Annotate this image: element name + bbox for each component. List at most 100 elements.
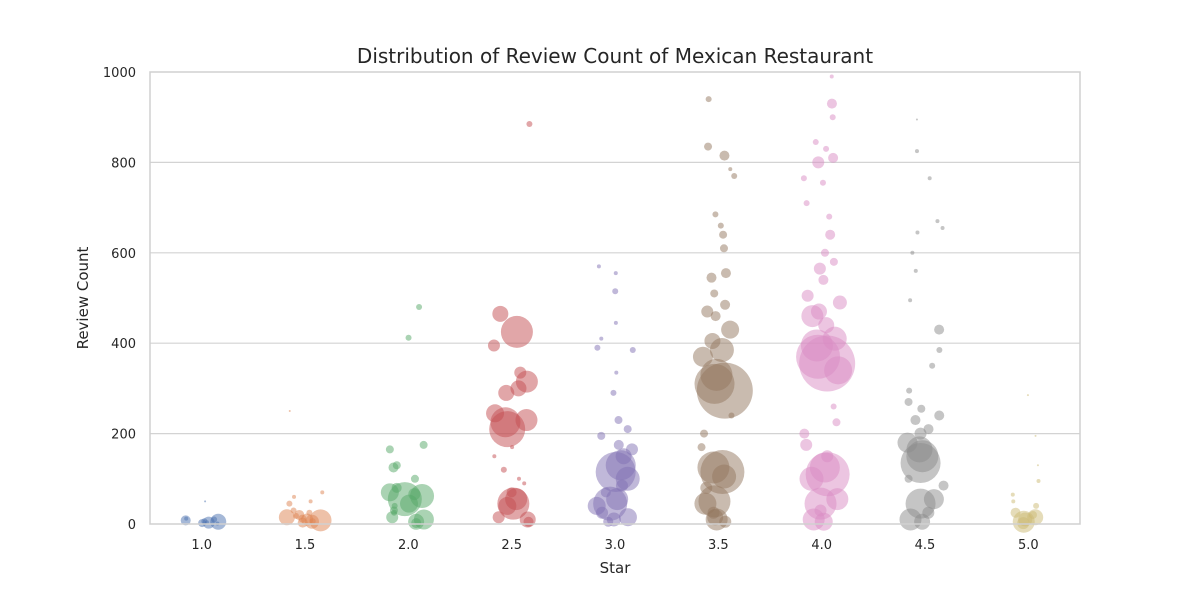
data-point	[613, 320, 618, 325]
data-point	[292, 512, 299, 519]
data-point	[510, 380, 527, 397]
y-tick-label: 1000	[103, 66, 136, 81]
data-point	[830, 403, 837, 410]
data-point	[408, 488, 421, 501]
data-point	[818, 274, 829, 285]
data-point	[829, 257, 838, 266]
data-point	[710, 311, 721, 322]
data-point	[410, 474, 419, 483]
data-point	[292, 494, 297, 499]
data-point	[707, 506, 720, 519]
data-point	[731, 172, 738, 179]
data-point	[612, 288, 619, 295]
data-point	[814, 512, 833, 531]
data-point	[1036, 464, 1039, 467]
data-point	[290, 507, 297, 514]
data-point	[826, 98, 837, 109]
data-point	[692, 346, 713, 367]
data-point	[829, 74, 834, 79]
y-axis-label: Review Count	[74, 246, 92, 349]
data-point	[719, 230, 728, 239]
data-point	[615, 479, 628, 492]
data-point	[935, 219, 940, 224]
data-point	[719, 515, 732, 528]
data-point	[915, 118, 918, 121]
data-point	[306, 509, 313, 516]
data-point	[728, 167, 733, 172]
data-point	[719, 150, 730, 161]
data-point	[405, 334, 412, 341]
data-point	[728, 412, 735, 419]
data-point	[819, 179, 826, 186]
data-point	[927, 176, 932, 181]
data-point	[515, 409, 538, 432]
data-point	[701, 305, 714, 318]
data-point	[720, 299, 731, 310]
data-point	[697, 443, 706, 452]
data-point	[288, 410, 291, 412]
x-tick-label: 1.0	[191, 538, 212, 553]
data-point	[929, 362, 936, 369]
data-point	[391, 502, 398, 509]
data-point	[923, 424, 934, 435]
data-point	[1010, 507, 1021, 518]
data-point	[706, 272, 717, 283]
data-point	[799, 466, 824, 491]
data-point	[184, 516, 189, 521]
data-point	[613, 439, 624, 450]
x-tick-label: 4.5	[915, 538, 936, 553]
data-point	[1033, 502, 1040, 509]
data-point	[910, 415, 921, 426]
data-point	[700, 358, 733, 391]
data-point	[936, 346, 943, 353]
data-point	[486, 404, 505, 423]
data-point	[1010, 492, 1015, 497]
data-point	[1028, 510, 1037, 519]
data-point	[910, 250, 915, 255]
data-point	[610, 389, 617, 396]
data-point	[914, 149, 919, 154]
data-point	[824, 356, 853, 385]
data-point	[1026, 394, 1029, 397]
data-point	[917, 404, 926, 413]
data-point	[704, 332, 721, 349]
data-point	[603, 516, 614, 527]
data-point	[391, 482, 402, 493]
data-points	[180, 74, 1044, 533]
data-point	[523, 516, 534, 527]
data-point	[629, 346, 636, 353]
data-point	[914, 427, 927, 440]
data-point	[825, 229, 836, 240]
data-point	[938, 480, 949, 491]
data-point	[1017, 517, 1030, 530]
data-point	[298, 514, 307, 523]
data-point	[516, 476, 521, 481]
data-point	[897, 432, 918, 453]
data-point	[599, 336, 604, 341]
data-point	[1011, 499, 1016, 504]
data-point	[487, 339, 500, 352]
data-point	[211, 516, 218, 523]
data-point	[826, 488, 849, 511]
data-point	[385, 445, 394, 454]
data-point	[915, 230, 920, 235]
data-point	[623, 425, 632, 434]
data-point	[419, 440, 428, 449]
data-point	[704, 142, 713, 151]
data-point	[922, 506, 935, 519]
data-point	[498, 384, 515, 401]
data-point	[614, 416, 623, 425]
data-point	[510, 445, 515, 450]
data-point	[934, 324, 945, 335]
data-point	[818, 317, 835, 334]
data-point	[625, 443, 638, 456]
data-point	[826, 213, 833, 220]
x-tick-label: 1.5	[295, 538, 316, 553]
data-point	[416, 304, 423, 311]
data-point	[801, 289, 814, 302]
data-point	[526, 120, 533, 127]
data-point	[286, 500, 293, 507]
data-point	[720, 268, 731, 279]
data-point	[717, 222, 724, 229]
data-point	[391, 509, 398, 516]
